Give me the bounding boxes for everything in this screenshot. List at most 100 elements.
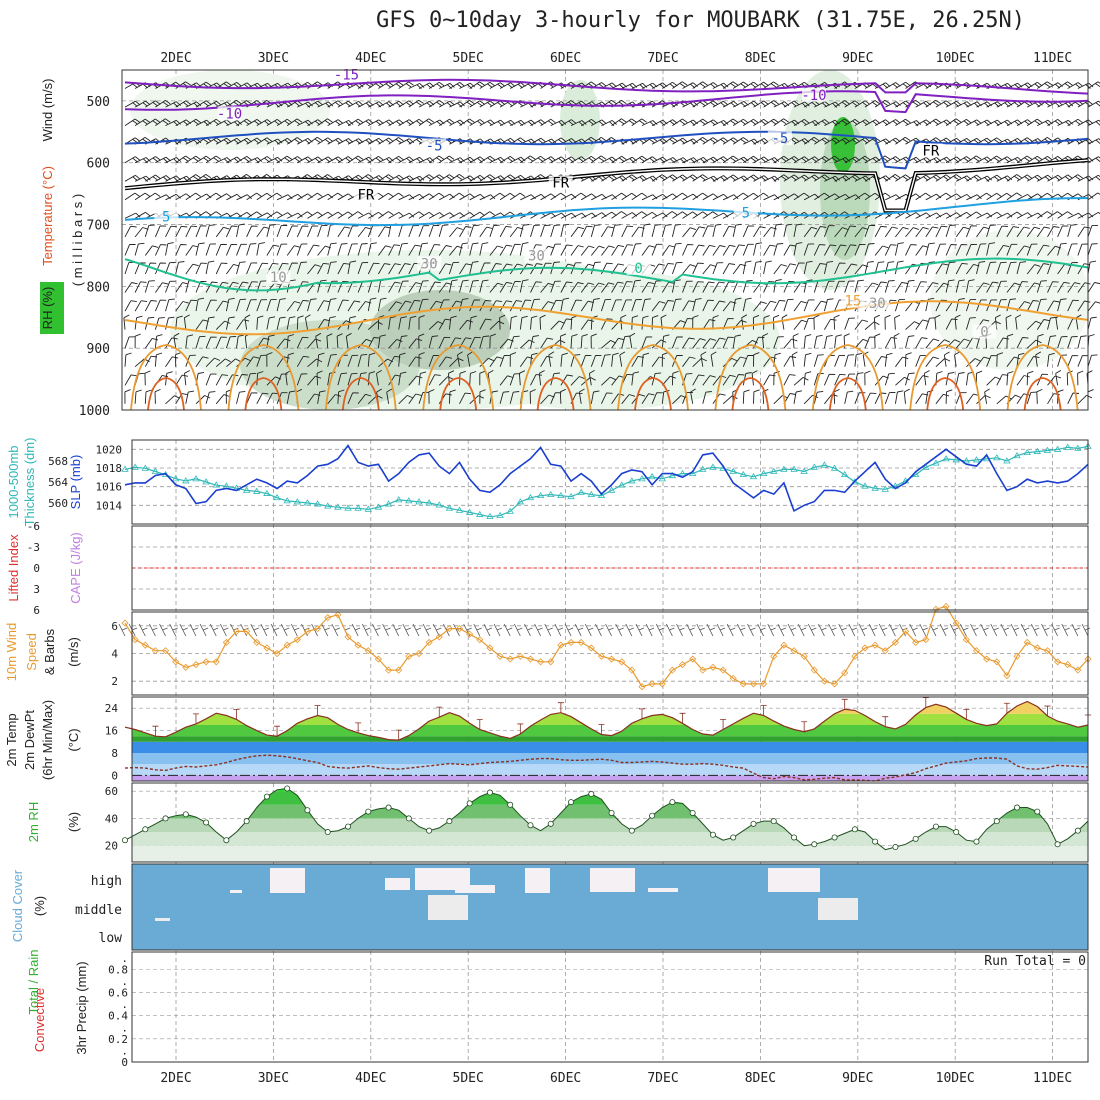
contour-surface-warm — [422, 344, 495, 411]
rh-point — [547, 820, 554, 827]
wind-barb — [793, 192, 810, 201]
rh-point — [953, 829, 960, 836]
wind-barb — [327, 211, 344, 219]
wind-barb — [1047, 300, 1060, 312]
wind-barb — [307, 211, 323, 219]
wind-speed-point — [425, 638, 433, 646]
contour-surface-hot — [439, 377, 478, 411]
panel-frame-upper — [121, 69, 1089, 411]
wind-barb — [813, 334, 823, 349]
wind-barb — [215, 320, 231, 330]
rh-point — [1034, 808, 1041, 815]
chart-title: GFS 0~10day 3-hourly for MOUBARK (31.75E… — [376, 8, 1026, 33]
surface-wind-barb — [666, 623, 675, 637]
wind-barb — [428, 100, 445, 108]
wind-barb — [449, 82, 465, 89]
wind-barb — [682, 244, 694, 256]
wind-barb — [378, 226, 391, 238]
wind-barb — [1067, 299, 1079, 312]
contour-minus15 — [124, 78, 1089, 95]
wind-barb — [996, 299, 1007, 312]
panel-frame-temp — [131, 696, 1089, 782]
wind-barb — [144, 370, 151, 386]
wind-barb — [225, 225, 238, 238]
wind-barb — [580, 245, 595, 256]
wind-barb — [935, 243, 947, 256]
wind-barb — [489, 245, 504, 256]
rh-point — [770, 818, 777, 825]
thickness-point — [242, 486, 251, 493]
wind-barb — [955, 372, 965, 386]
wind-barb — [175, 244, 187, 256]
wind-barb — [326, 333, 333, 349]
wind-barb — [236, 319, 250, 330]
wind-barb — [966, 211, 982, 219]
date-label-bottom: 3DEC — [258, 1071, 289, 1086]
wind-barb — [459, 319, 473, 330]
wind-barb — [762, 333, 769, 349]
wind-barb — [438, 356, 453, 367]
date-label-bottom: 11DEC — [1033, 1071, 1072, 1086]
wind-barb — [469, 261, 479, 275]
surface-wind-barb — [149, 623, 158, 637]
wind-barb — [874, 333, 881, 349]
rh-point — [628, 827, 635, 834]
wind-barb — [530, 374, 543, 386]
wind-barb — [307, 100, 323, 108]
wind-barb — [753, 226, 766, 238]
wind-barb — [611, 281, 624, 293]
wind-barb — [732, 374, 745, 386]
wind-barb — [165, 225, 177, 238]
wind-speed-point — [415, 649, 423, 658]
wind-barb — [134, 315, 143, 330]
wind-barb — [742, 355, 754, 367]
wind-barb — [286, 301, 301, 312]
ylabel-precip: 3hr Precip (mm) — [74, 961, 89, 1054]
wind-barb — [915, 319, 929, 330]
wind-barb — [986, 211, 1002, 219]
wind-barb — [428, 281, 441, 293]
wind-barb — [793, 300, 807, 312]
wind-barb — [692, 374, 705, 386]
date-label-top: 7DEC — [647, 51, 678, 66]
rh-point — [588, 790, 595, 797]
rh-point — [649, 812, 656, 819]
thickness-tick: 560 — [48, 497, 68, 510]
wind-barb — [418, 225, 430, 238]
wind-barb — [803, 371, 812, 386]
wind-barb — [134, 333, 141, 349]
thickness-point — [780, 465, 788, 472]
wind-barb — [702, 375, 716, 386]
contour-label: FR — [552, 176, 569, 192]
wind-barb — [205, 281, 218, 293]
wind-barb — [1016, 281, 1028, 293]
precip-tick: 0.4 — [108, 1010, 128, 1023]
wind-barb — [955, 279, 965, 293]
surface-wind-barb — [919, 623, 928, 637]
wind-barb — [905, 352, 912, 367]
wind-barb — [560, 352, 568, 367]
wind-barb — [671, 370, 679, 386]
wind-barb — [1057, 81, 1073, 89]
wind-speed-point — [972, 647, 981, 655]
wind-barb — [1067, 224, 1077, 238]
wind-barb — [651, 301, 666, 312]
wind-barb — [986, 137, 1002, 145]
surface-wind-barb — [524, 623, 533, 637]
panel-bg-precip — [132, 952, 1088, 1062]
wind-barb — [672, 211, 688, 219]
wind-barb — [449, 174, 465, 182]
wind-barb — [449, 300, 462, 312]
wind-barb — [955, 119, 972, 126]
wind-barb — [469, 336, 481, 349]
wind-barb — [682, 264, 696, 275]
wind-barb — [783, 338, 798, 349]
wind-barb — [215, 358, 231, 368]
wind-barb — [438, 318, 452, 330]
wind-barb — [753, 118, 769, 126]
thickness-point — [800, 467, 808, 474]
wind-barb — [378, 211, 394, 219]
date-label-top: 4DEC — [355, 51, 386, 66]
wind-barb — [712, 337, 726, 349]
contour-surface-warm — [227, 344, 300, 411]
